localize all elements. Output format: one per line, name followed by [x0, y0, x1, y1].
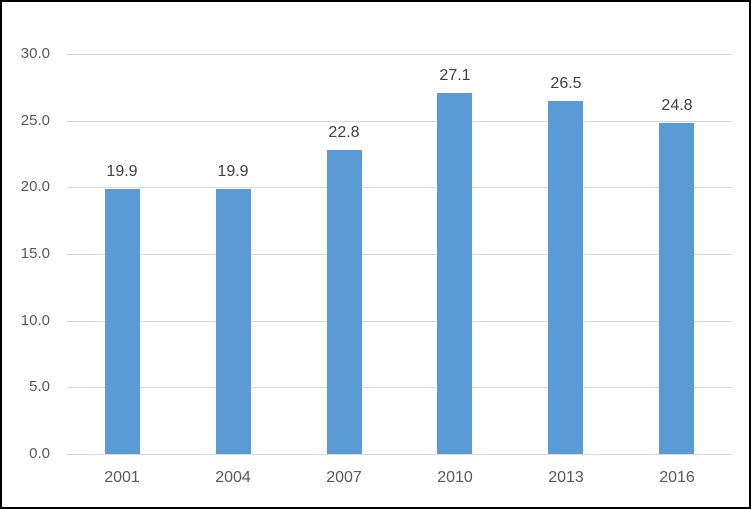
x-tick-label: 2001 — [104, 469, 140, 486]
gridline — [67, 254, 732, 255]
bar — [105, 189, 140, 454]
y-tick-label: 20.0 — [20, 178, 50, 195]
x-tick-label: 2010 — [437, 469, 473, 486]
bar — [659, 123, 694, 454]
x-tick-label: 2013 — [548, 469, 584, 486]
gridline — [67, 187, 732, 188]
bar-value-label: 19.9 — [106, 163, 138, 180]
y-tick-label: 0.0 — [29, 445, 50, 462]
bar-value-label: 24.8 — [661, 97, 693, 114]
x-tick-label: 2004 — [215, 469, 251, 486]
bar — [548, 101, 583, 454]
bar-value-label: 22.8 — [328, 124, 360, 141]
gridline — [67, 321, 732, 322]
bar-value-label: 27.1 — [439, 67, 471, 84]
bar-value-label: 26.5 — [550, 75, 582, 92]
y-tick-label: 25.0 — [20, 112, 50, 129]
x-tick-label: 2016 — [659, 469, 695, 486]
y-tick-label: 15.0 — [20, 245, 50, 262]
y-tick-label: 10.0 — [20, 312, 50, 329]
y-tick-label: 30.0 — [20, 45, 50, 62]
bar-value-label: 19.9 — [217, 163, 249, 180]
bar — [216, 189, 251, 454]
y-tick-label: 5.0 — [29, 378, 50, 395]
bar — [437, 93, 472, 454]
gridline — [67, 121, 732, 122]
bar — [327, 150, 362, 454]
x-tick-label: 2007 — [326, 469, 362, 486]
gridline — [67, 54, 732, 55]
gridline — [67, 387, 732, 388]
x-axis-line — [67, 454, 732, 455]
